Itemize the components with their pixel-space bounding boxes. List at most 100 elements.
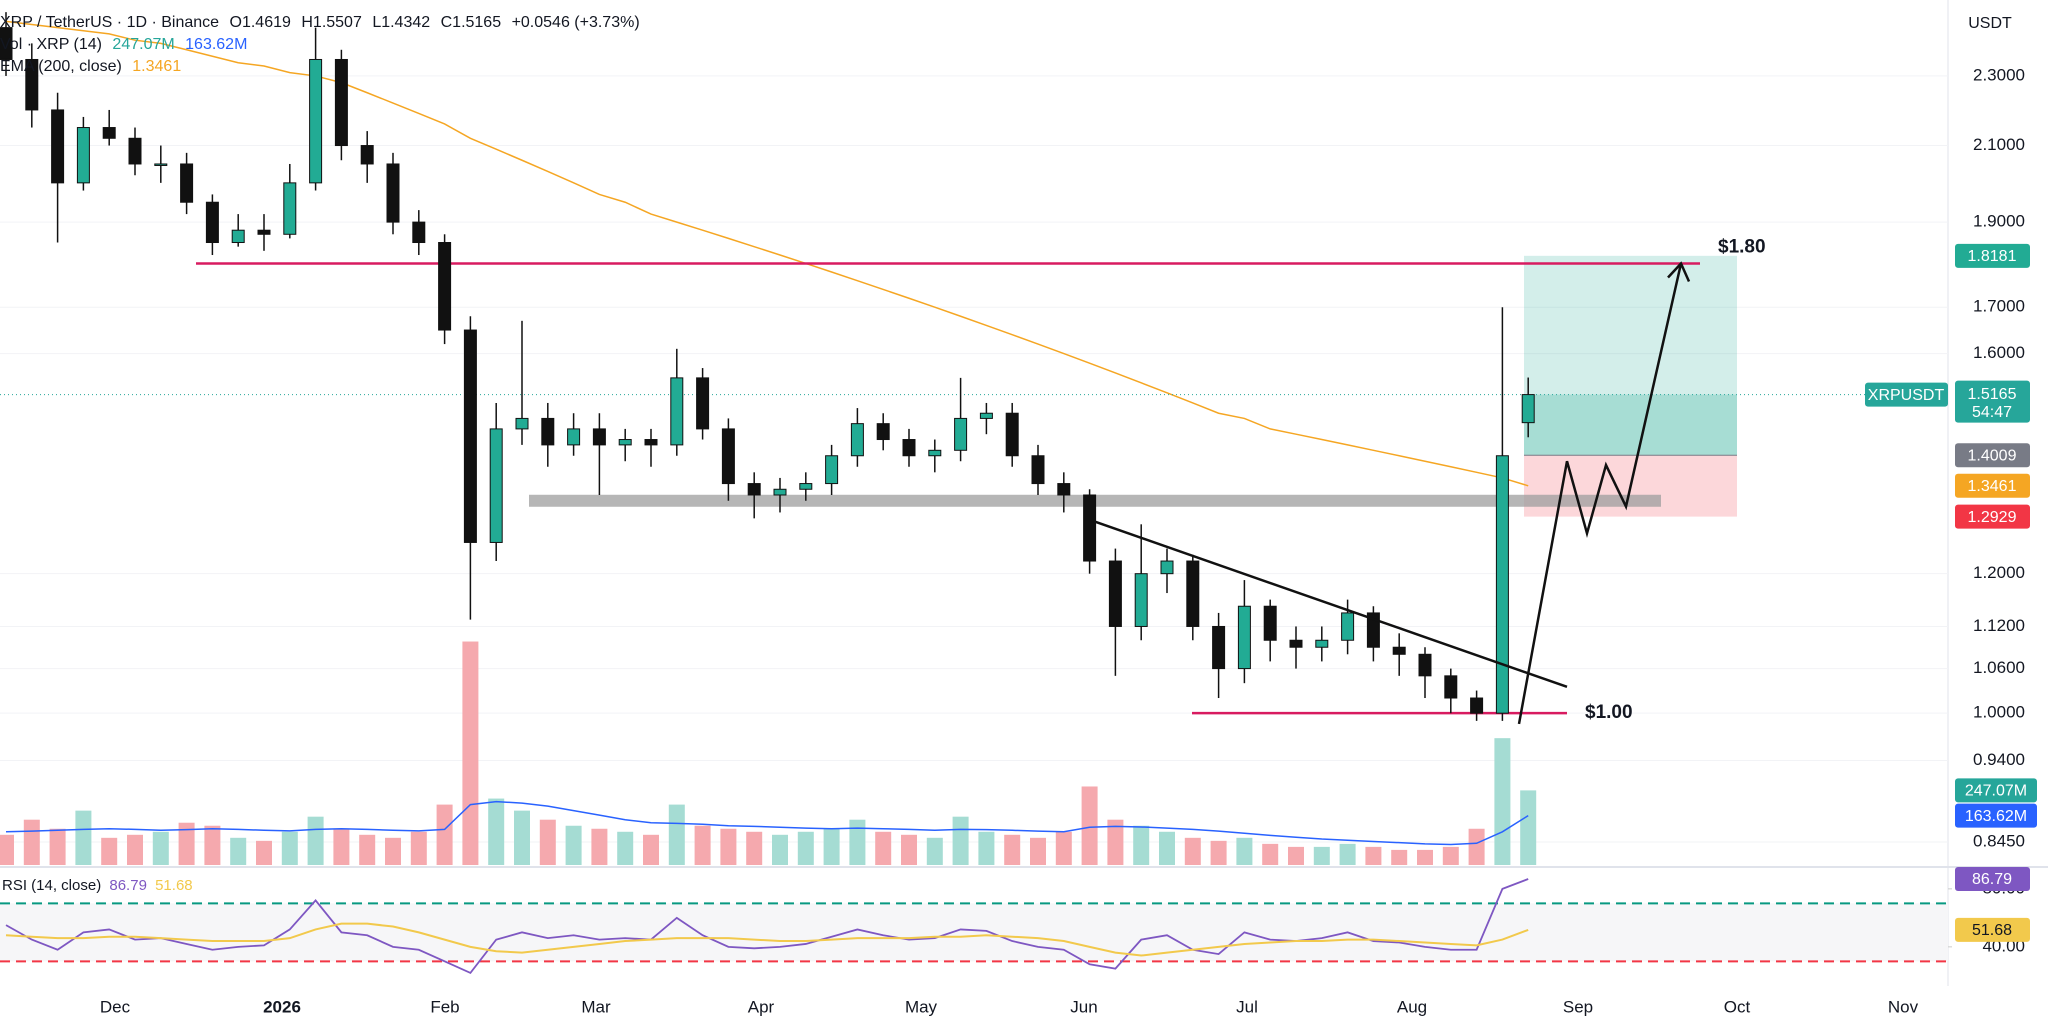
volume-bar [436, 804, 453, 865]
volume-ma-line [5, 800, 1529, 846]
candle-body [438, 242, 452, 331]
volume-bar [23, 819, 40, 865]
symbol-badge: XRPUSDT [1868, 387, 1945, 404]
volume-bar [333, 828, 350, 865]
x-tick-label: May [905, 997, 938, 1016]
candle-body [309, 58, 323, 184]
candle-body [1186, 560, 1200, 627]
candle-body [1444, 675, 1458, 699]
volume-bar [1004, 834, 1021, 865]
volume-bar [230, 837, 247, 865]
candle-body [1083, 494, 1097, 562]
candle-body [283, 182, 297, 235]
x-tick-label: Oct [1724, 997, 1751, 1016]
symbol-badge-bg [1865, 382, 1948, 407]
candle-body [463, 329, 477, 543]
rsi-badge-bg [1955, 917, 2030, 942]
volume-badge: 247.07M [1965, 783, 2027, 800]
candle-body [618, 439, 632, 446]
last-price-badge: 1.5165 [1968, 386, 2017, 403]
target-zone [1524, 255, 1737, 456]
volume-bar [617, 831, 634, 865]
volume-badge-bg [1955, 803, 2037, 828]
level-label: $1.80 [1718, 236, 1766, 257]
y-tick-label: 1.6000 [1973, 343, 2025, 362]
candle-body [128, 137, 142, 165]
volume-bar [901, 834, 917, 865]
ohlc: H1.5507 [301, 14, 362, 31]
candle-body [515, 417, 529, 430]
candle-body [696, 377, 710, 430]
entry-badge-bg [1955, 443, 2030, 468]
candle-body [592, 428, 606, 446]
ema-label: EMA (200, close) [0, 58, 122, 75]
volume-bar [565, 825, 582, 865]
y-tick-label: 0.8450 [1973, 832, 2025, 851]
legend-row: Vol · XRP (14) 247.07M 163.62M [0, 34, 646, 56]
candle-body [1263, 605, 1277, 641]
volume-bar [1236, 837, 1253, 865]
candle-body [1005, 412, 1019, 457]
candle-body [1160, 560, 1174, 575]
volume-bar [1133, 825, 1150, 865]
volume-bar [385, 837, 401, 865]
candle-body [1366, 612, 1380, 648]
legend-row: EMA (200, close) 1.3461 [0, 56, 646, 78]
volume-bar [772, 834, 788, 865]
volume-bar [178, 822, 195, 865]
legend-row: XRP / TetherUS · 1D · Binance O1.4619 H1… [0, 12, 646, 34]
y-tick-label: 1.1200 [1973, 616, 2025, 635]
volume-bar [539, 819, 556, 865]
volume-bar [1288, 846, 1304, 865]
arrow-head [1667, 261, 1691, 282]
candle-body [25, 58, 39, 111]
candle-body [876, 423, 890, 441]
volume-bar [0, 834, 14, 865]
countdown: 54:47 [1972, 404, 2012, 421]
candle-body [721, 428, 735, 485]
volume-bar [694, 825, 711, 865]
projection-path [1517, 263, 1683, 725]
ema-badge-bg [1955, 473, 2030, 498]
target-badge-bg [1955, 243, 2030, 268]
volume-bar [1159, 831, 1175, 865]
candle-body [180, 163, 194, 203]
volume-bar [1262, 843, 1279, 865]
volume-bar [1055, 831, 1072, 865]
rsi-band [0, 903, 1948, 962]
legend: XRP / TetherUS · 1D · Binance O1.4619 H1… [0, 12, 646, 78]
target-badge: 1.8181 [1968, 248, 2017, 265]
level-label: $1.00 [1585, 702, 1633, 723]
ohlc: O1.4619 [229, 14, 291, 31]
volume-bar [1520, 790, 1537, 865]
x-tick-label: Jun [1070, 997, 1097, 1016]
y-tick-label: 1.0000 [1973, 703, 2025, 722]
volume-bar [1417, 849, 1433, 865]
volume-bar [720, 828, 737, 865]
volume-bar [849, 819, 866, 865]
y-tick-label: 2.1000 [1973, 135, 2025, 154]
x-tick-label: Aug [1397, 997, 1427, 1016]
profit-zone [1524, 394, 1737, 456]
volume-bar [256, 840, 272, 865]
candle-body [1289, 639, 1303, 648]
x-tick-label: Feb [430, 997, 459, 1016]
volume-bar [1365, 846, 1382, 865]
candle-body [1418, 653, 1432, 677]
volume-bar [746, 831, 763, 865]
y-tick-label: 1.2000 [1973, 563, 2025, 582]
candle-body [205, 201, 219, 244]
volume-bar [823, 828, 840, 865]
x-tick-label: Dec [100, 997, 131, 1016]
candle-body [489, 428, 503, 543]
candle-body [1470, 697, 1484, 714]
volume-bar [926, 837, 943, 865]
candle-body [102, 127, 116, 139]
candle-body [747, 483, 761, 496]
volume-bar [1081, 786, 1098, 865]
volume-label: Vol · XRP (14) [0, 36, 102, 53]
rsi-value: 86.79 [109, 877, 147, 894]
volume-bar [488, 798, 505, 865]
rsi-badge: 86.79 [1972, 871, 2012, 888]
